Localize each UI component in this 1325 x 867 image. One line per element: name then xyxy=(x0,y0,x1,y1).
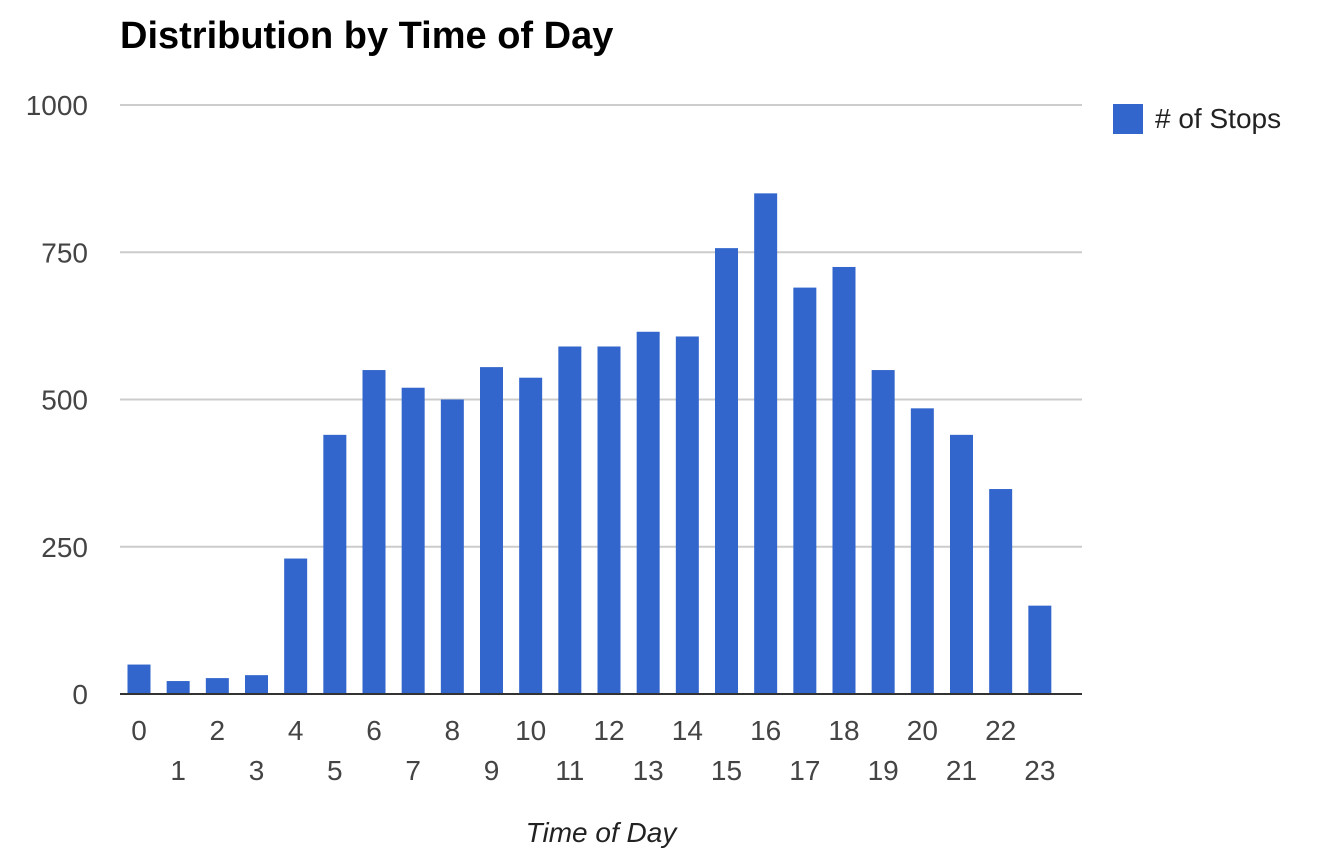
x-tick-label: 0 xyxy=(131,715,147,746)
x-tick-label: 18 xyxy=(828,715,859,746)
x-tick-label: 14 xyxy=(672,715,703,746)
x-tick-label: 17 xyxy=(789,755,820,786)
bar[interactable] xyxy=(519,377,543,694)
x-axis-title: Time of Day xyxy=(526,817,679,848)
x-tick-label: 6 xyxy=(366,715,382,746)
legend-label: # of Stops xyxy=(1155,103,1281,134)
x-tick-label: 4 xyxy=(288,715,304,746)
x-tick-label: 22 xyxy=(985,715,1016,746)
bar[interactable] xyxy=(205,678,229,694)
bar[interactable] xyxy=(245,675,268,694)
x-tick-label: 1 xyxy=(170,755,186,786)
chart-title: Distribution by Time of Day xyxy=(120,15,613,57)
y-tick-label: 250 xyxy=(41,532,88,563)
x-tick-label: 21 xyxy=(946,755,977,786)
x-tick-label: 3 xyxy=(249,755,265,786)
legend-swatch xyxy=(1113,104,1143,134)
bar[interactable] xyxy=(793,287,817,694)
x-tick-label: 19 xyxy=(868,755,899,786)
x-tick-label: 5 xyxy=(327,755,343,786)
bar[interactable] xyxy=(675,336,699,694)
bar[interactable] xyxy=(950,434,973,694)
x-tick-label: 16 xyxy=(750,715,781,746)
bar[interactable] xyxy=(636,331,660,694)
x-tick-label: 7 xyxy=(405,755,421,786)
bar[interactable] xyxy=(754,193,778,694)
x-tick-label: 12 xyxy=(593,715,624,746)
x-tick-label: 15 xyxy=(711,755,742,786)
bar[interactable] xyxy=(284,558,308,694)
bar[interactable] xyxy=(440,399,464,695)
legend[interactable]: # of Stops xyxy=(1113,103,1281,134)
bar[interactable] xyxy=(597,346,621,694)
x-tick-label: 2 xyxy=(210,715,226,746)
bar[interactable] xyxy=(558,346,582,694)
bar[interactable] xyxy=(1028,605,1052,694)
x-tick-label: 13 xyxy=(633,755,664,786)
x-tick-label: 20 xyxy=(907,715,938,746)
y-axis-ticks: 0 250 500 750 1000 xyxy=(26,90,88,710)
bar[interactable] xyxy=(871,370,895,694)
bar[interactable] xyxy=(480,367,503,694)
x-tick-label: 10 xyxy=(515,715,546,746)
y-tick-label: 750 xyxy=(41,237,88,268)
x-tick-label: 23 xyxy=(1024,755,1055,786)
bar[interactable] xyxy=(127,664,151,694)
x-tick-label: 9 xyxy=(484,755,500,786)
bar[interactable] xyxy=(715,248,738,694)
x-tick-label: 8 xyxy=(445,715,461,746)
bar[interactable] xyxy=(989,489,1013,694)
bar[interactable] xyxy=(832,266,856,694)
y-tick-label: 1000 xyxy=(26,90,88,121)
bar[interactable] xyxy=(362,370,386,694)
bar[interactable] xyxy=(910,408,934,694)
x-tick-label: 11 xyxy=(555,755,584,786)
bar[interactable] xyxy=(323,434,347,694)
y-tick-label: 500 xyxy=(41,385,88,416)
y-tick-label: 0 xyxy=(72,679,88,710)
bar[interactable] xyxy=(401,387,425,694)
bar[interactable] xyxy=(166,681,190,694)
bars xyxy=(127,193,1052,695)
